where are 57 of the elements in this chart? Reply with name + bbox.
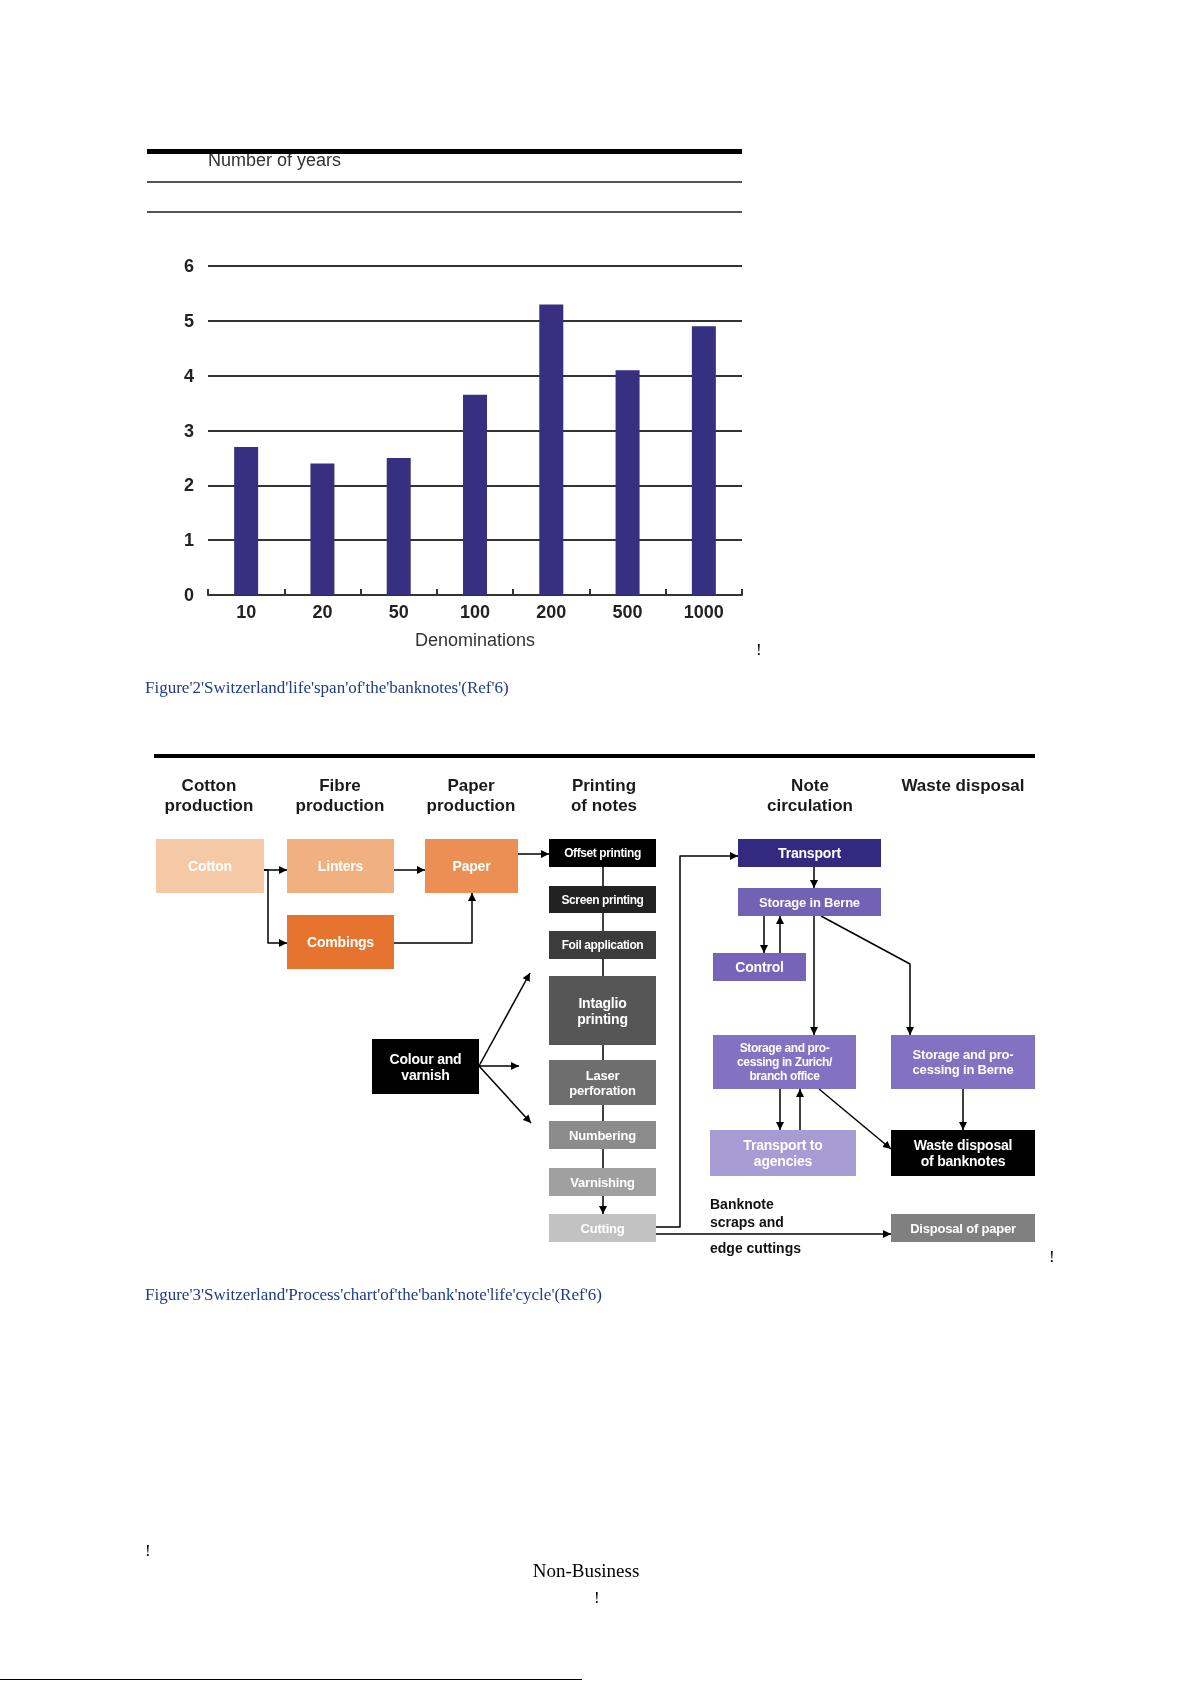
bar (463, 394, 487, 595)
x-tick-label: 1000 (683, 602, 724, 622)
bar (615, 370, 640, 595)
x-tick-label: 100 (459, 602, 491, 622)
y-tick-label: 1 (183, 530, 194, 551)
text: ! (1049, 1246, 1055, 1266)
x-tick-label: 10 (236, 602, 257, 622)
x-tick-label: 500 (612, 602, 643, 622)
y-tick-label: 3 (183, 420, 194, 441)
category-label: Paper production (426, 776, 516, 815)
text: ! (145, 1540, 151, 1560)
y-tick-label: 5 (183, 310, 194, 331)
process-box: Screen printing (549, 886, 656, 913)
x-tick-label: 200 (536, 602, 567, 622)
x-tick-label: 20 (312, 602, 333, 622)
text: Non-Business (532, 1559, 640, 1581)
process-box: Control (713, 953, 806, 981)
process-box: Numbering (549, 1121, 656, 1149)
y-tick-label: 4 (183, 365, 194, 386)
text: Figure'3'Switzerland'Process'chart'of'the'bank'note'life'cycle'(Ref'6) (145, 1284, 602, 1304)
category-label: Waste disposal (901, 776, 1025, 795)
category-label: Printing of notes (570, 776, 638, 815)
process-box: Storage in Berne (738, 888, 881, 916)
bar (691, 326, 716, 595)
process-box: Cotton (156, 839, 264, 893)
process-box: Storage and pro- cessing in Berne (891, 1035, 1035, 1089)
process-box: Cutting (549, 1214, 656, 1242)
process-box: Transport to agencies (710, 1130, 856, 1176)
bar (234, 446, 259, 595)
x-axis-title: Denominations (414, 630, 536, 650)
process-box: Laser perforation (549, 1060, 656, 1105)
process-box: Transport (738, 839, 881, 867)
process-box: Linters (287, 839, 394, 893)
x-tick-label: 50 (388, 602, 409, 622)
process-box: Disposal of paper (891, 1214, 1035, 1242)
text: ! (756, 640, 762, 659)
process-box: Varnishing (549, 1168, 656, 1196)
text: Figure'2'Switzerland'life'span'of'the'banknotes'(Ref'6) (145, 678, 509, 697)
bar (310, 463, 335, 595)
process-box: Combings (287, 915, 394, 969)
process-box: Waste disposal of banknotes (891, 1130, 1035, 1176)
process-box: Storage and pro- cessing in Zurich/ branch office (713, 1035, 856, 1089)
process-box: Intaglio printing (549, 976, 656, 1045)
process-box: Paper (425, 839, 518, 893)
bar (386, 457, 411, 595)
category-label: Note circulation (767, 776, 853, 815)
y-tick-label: 0 (183, 585, 194, 605)
text: Banknote scraps and edge cuttings (710, 1195, 802, 1256)
process-box: Offset printing (549, 839, 656, 867)
y-tick-label: 2 (183, 475, 194, 496)
process-box: Foil application (549, 931, 656, 959)
process-box: Colour and varnish (372, 1039, 479, 1094)
category-label: Fibre production (295, 776, 385, 815)
bar (539, 304, 564, 595)
y-tick-label: 6 (183, 256, 194, 276)
category-label: Cotton production (164, 776, 254, 815)
text: ! (594, 1587, 600, 1607)
